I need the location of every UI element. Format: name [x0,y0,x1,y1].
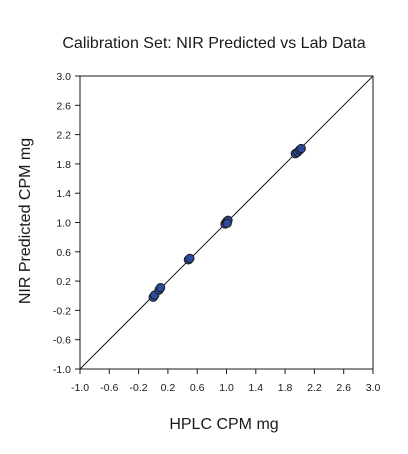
y-tick-label: -0.6 [53,335,71,347]
data-point [155,282,166,293]
chart-title: Calibration Set: NIR Predicted vs Lab Da… [62,35,365,52]
x-tick-label: 2.2 [307,382,322,394]
y-tick-label: -0.2 [53,305,71,317]
y-tick-label: 3.0 [56,71,71,83]
x-tick-label: -0.6 [100,382,118,394]
y-axis-label: NIR Predicted CPM mg [17,138,34,304]
x-tick-label: 0.2 [161,382,176,394]
data-point [296,143,306,154]
plot-area: -1.0 -0.6 -0.2 0.2 0.6 1.0 1.4 1.8 2.2 2.6 3.0 3.0 2… [53,71,381,394]
data-point [222,218,232,228]
y-tick-label: 1.8 [56,159,71,171]
x-tick-label: 1.4 [248,382,263,394]
x-tick-label: 2.6 [336,382,351,394]
x-tick-label: 3.0 [366,382,381,394]
y-tick-label: 2.6 [56,100,71,112]
y-tick-label: 0.2 [56,276,71,288]
x-tick-label: -0.2 [130,382,148,394]
y-tick-label: 0.6 [56,247,71,259]
x-tick-label: 1.0 [219,382,234,394]
x-tick-label: 1.8 [278,382,293,394]
x-tick-label: 0.6 [190,382,205,394]
y-tick-label: -1.0 [53,364,71,376]
y-tick-label: 1.4 [56,188,71,200]
y-tick-label: 2.2 [56,130,71,142]
x-axis-label: HPLC CPM mg [169,416,278,433]
y-tick-label: 1.0 [56,218,71,230]
data-point [185,253,195,264]
x-tick-label: -1.0 [71,382,89,394]
